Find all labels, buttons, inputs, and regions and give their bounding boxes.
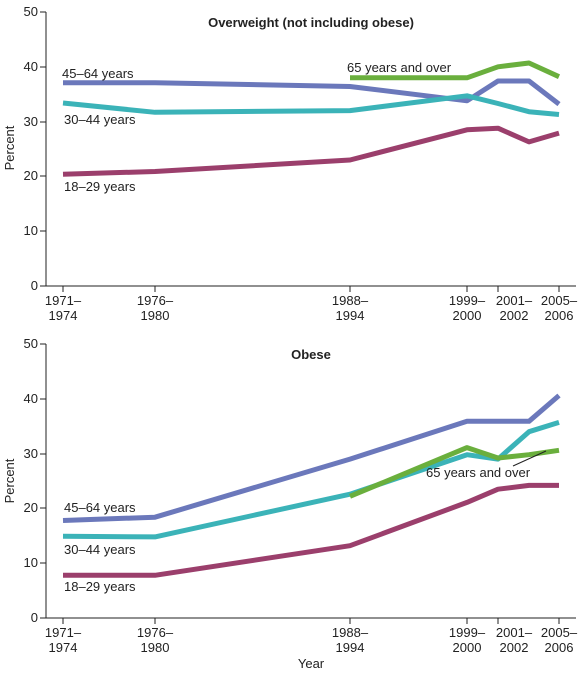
- y-axis-label: Percent: [2, 458, 17, 503]
- series-label-30-44: 30–44 years: [64, 542, 136, 557]
- chart-title: Overweight (not including obese): [208, 15, 414, 30]
- x-tick-label: 2000: [453, 308, 482, 323]
- y-tick-label: 30: [24, 114, 38, 129]
- x-tick-label: 1974: [49, 308, 78, 323]
- x-tick-label: 1999–: [449, 293, 486, 308]
- y-tick-label: 10: [24, 223, 38, 238]
- series-labels: 45–64 years 30–44 years 18–29 years 65 y…: [62, 60, 452, 194]
- x-tick-label: 1994: [336, 308, 365, 323]
- series-label-65-plus: 65 years and over: [347, 60, 452, 75]
- series-line-45-64: [62, 393, 561, 523]
- y-tick-label: 40: [24, 391, 38, 406]
- chart-title: Obese: [291, 347, 331, 362]
- series-lines: [62, 60, 561, 177]
- series-label-leader: [512, 450, 547, 467]
- y-tick-label: 10: [24, 555, 38, 570]
- y-tick-label: 30: [24, 446, 38, 461]
- x-tick-label: 1994: [336, 640, 365, 655]
- x-tick-label: 1971–: [45, 625, 82, 640]
- series-lines: [62, 393, 561, 578]
- series-line-65-plus: [349, 445, 560, 499]
- series-label-30-44: 30–44 years: [64, 112, 136, 127]
- x-axis-title: Year: [298, 656, 325, 671]
- x-tick-label: 2006: [545, 640, 574, 655]
- x-tick-label: 1974: [49, 640, 78, 655]
- series-line-18-29: [63, 482, 559, 578]
- chart-overweight: Overweight (not including obese) Percent…: [2, 4, 578, 323]
- y-tick-label: 20: [24, 500, 38, 515]
- y-axis: 0 10 20 30 40 50: [24, 336, 47, 625]
- series-label-18-29: 18–29 years: [64, 579, 136, 594]
- x-tick-label: 1980: [141, 308, 170, 323]
- series-line-45-64: [63, 78, 561, 107]
- y-axis: 0 10 20 30 40 50: [24, 4, 47, 293]
- series-label-45-64: 45–64 years: [64, 500, 136, 515]
- x-tick-label: 1971–: [45, 293, 82, 308]
- x-tick-label: 2002: [500, 308, 529, 323]
- x-tick-label: 2006: [545, 308, 574, 323]
- x-tick-label: 2001–: [496, 293, 533, 308]
- x-tick-label: 2005–: [541, 625, 578, 640]
- x-tick-label: 2000: [453, 640, 482, 655]
- x-tick-label: 1976–: [137, 293, 174, 308]
- y-tick-label: 0: [31, 610, 38, 625]
- series-line-65-plus: [350, 60, 561, 81]
- series-labels: 45–64 years 30–44 years 18–29 years 65 y…: [64, 465, 531, 594]
- x-axis: 1971– 1974 1976– 1980 1988– 1994 1999– 2…: [45, 285, 578, 323]
- x-tick-label: 1980: [141, 640, 170, 655]
- y-tick-label: 0: [31, 278, 38, 293]
- series-label-18-29: 18–29 years: [64, 179, 136, 194]
- chart-obese: Obese Percent 0 10 20 30 40 50 1971–: [2, 336, 578, 671]
- x-tick-label: 2001–: [496, 625, 533, 640]
- y-tick-label: 50: [24, 336, 38, 351]
- x-tick-label: 1988–: [332, 625, 369, 640]
- series-label-65-plus: 65 years and over: [426, 465, 531, 480]
- y-axis-label: Percent: [2, 125, 17, 170]
- x-tick-label: 2005–: [541, 293, 578, 308]
- x-tick-label: 1999–: [449, 625, 486, 640]
- series-line-18-29: [62, 125, 560, 177]
- series-line-30-44: [62, 93, 560, 117]
- y-tick-label: 50: [24, 4, 38, 19]
- y-tick-label: 40: [24, 59, 38, 74]
- series-label-45-64: 45–64 years: [62, 66, 134, 81]
- x-tick-label: 1976–: [137, 625, 174, 640]
- series-line-30-44: [62, 420, 560, 540]
- x-tick-label: 2002: [500, 640, 529, 655]
- y-tick-label: 20: [24, 168, 38, 183]
- x-axis: 1971– 1974 1976– 1980 1988– 1994 1999– 2…: [45, 617, 578, 671]
- x-tick-label: 1988–: [332, 293, 369, 308]
